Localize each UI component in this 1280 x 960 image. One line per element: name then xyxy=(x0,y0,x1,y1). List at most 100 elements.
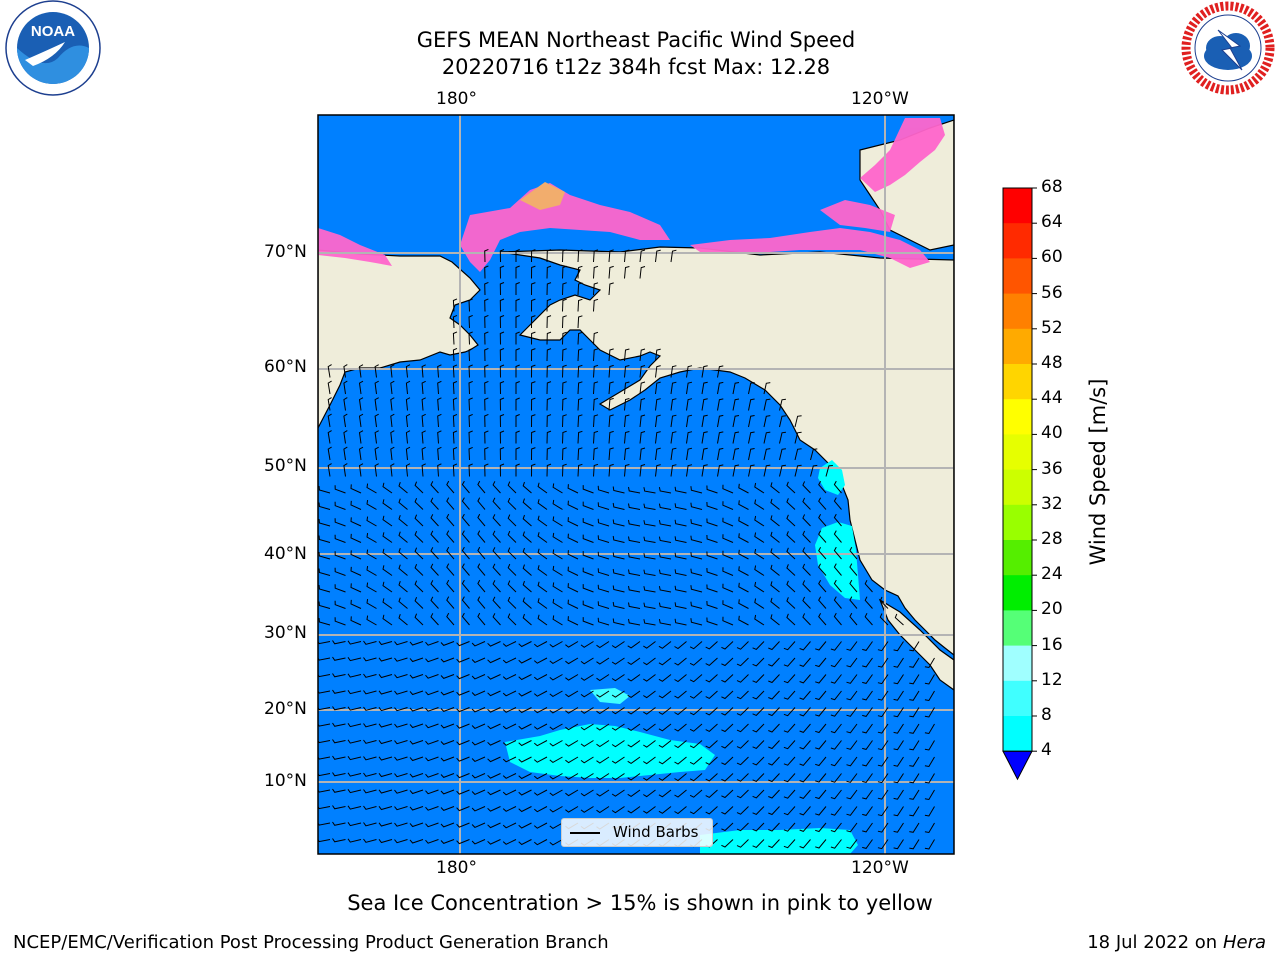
wind-barb xyxy=(409,690,424,696)
wind-barb xyxy=(596,690,610,698)
wind-barb xyxy=(394,690,408,695)
wind-barb xyxy=(533,740,548,747)
wind-barb xyxy=(701,381,708,395)
wind-barb xyxy=(830,822,842,833)
wind-barb xyxy=(430,596,439,609)
wind-barb xyxy=(531,447,536,461)
wind-barb xyxy=(318,789,331,793)
wind-barb xyxy=(818,563,827,576)
wind-barb xyxy=(440,674,455,679)
wind-barb xyxy=(327,413,332,428)
noaa-logo-text: NOAA xyxy=(31,23,75,40)
wind-barb xyxy=(334,600,346,609)
wind-area-california xyxy=(815,522,860,600)
wind-barb xyxy=(608,265,614,279)
wind-barb xyxy=(546,282,552,296)
wind-barb xyxy=(706,551,718,560)
wind-barb xyxy=(706,600,718,609)
wind-barb xyxy=(499,397,505,411)
wind-barb xyxy=(394,839,408,844)
wind-barb xyxy=(689,773,703,782)
wind-barb xyxy=(430,613,439,626)
wind-barb xyxy=(705,657,718,666)
wind-barb xyxy=(624,348,630,362)
wind-barb xyxy=(768,723,780,733)
wind-barb xyxy=(409,740,424,745)
wind-barb xyxy=(721,822,734,832)
wind-barb xyxy=(484,413,489,428)
wind-barb xyxy=(738,566,749,576)
wind-barb xyxy=(830,789,842,800)
wind-barb xyxy=(456,839,470,845)
wind-barb xyxy=(597,568,610,576)
colorbar-bin xyxy=(1003,716,1032,752)
wind-barb xyxy=(378,756,393,761)
wind-barb xyxy=(674,657,687,666)
wind-barb xyxy=(608,282,614,296)
wind-barb xyxy=(770,581,780,593)
wind-barb xyxy=(549,839,563,846)
wind-barb xyxy=(533,773,548,780)
wind-barb xyxy=(461,546,470,560)
wind-barb xyxy=(332,722,346,727)
wind-barb xyxy=(612,601,625,609)
wind-barb xyxy=(405,413,411,428)
wind-barb xyxy=(721,690,734,700)
wind-barb xyxy=(499,298,505,312)
wind-barb xyxy=(366,615,377,626)
wind-barb xyxy=(577,447,583,461)
wind-barb xyxy=(670,464,677,477)
wind-barb xyxy=(358,430,364,444)
wind-barb xyxy=(818,497,827,510)
wind-barb xyxy=(318,518,331,527)
wind-barb xyxy=(394,740,408,745)
wind-barb xyxy=(461,530,470,543)
wind-barb xyxy=(770,597,780,609)
wind-barb xyxy=(487,789,501,796)
wind-barb xyxy=(643,657,656,666)
wind-barb xyxy=(670,431,677,444)
wind-barb xyxy=(318,485,331,494)
wind-barb xyxy=(456,806,470,812)
wind-barb xyxy=(421,430,426,444)
wind-barb xyxy=(580,806,594,813)
wind-barb xyxy=(363,772,377,777)
wind-barb xyxy=(909,674,920,685)
wind-barb xyxy=(833,596,842,609)
wind-barb xyxy=(818,546,827,560)
wind-barb xyxy=(674,641,687,650)
wind-barb xyxy=(658,773,672,781)
wind-barb xyxy=(779,448,786,461)
wind-barb xyxy=(706,518,718,527)
wind-barb xyxy=(593,397,599,411)
wind-barb xyxy=(815,740,827,750)
wind-barb xyxy=(721,674,734,683)
wind-barb xyxy=(409,839,424,844)
wind-barb xyxy=(363,723,377,728)
wind-barb xyxy=(846,740,858,750)
wind-barb xyxy=(768,674,780,684)
wind-barb xyxy=(608,430,614,444)
wind-barb xyxy=(549,822,563,830)
wind-barb xyxy=(670,381,677,395)
wind-barb xyxy=(686,381,693,395)
wind-barb xyxy=(382,614,393,626)
wind-barb xyxy=(477,480,486,494)
wind-barb xyxy=(499,364,505,378)
wind-barb xyxy=(770,614,780,626)
wind-barb xyxy=(849,612,858,626)
wind-barb xyxy=(674,552,687,560)
wind-barb xyxy=(350,566,362,576)
wind-barb xyxy=(674,618,687,626)
wind-barb xyxy=(786,564,796,576)
wind-barb xyxy=(924,740,935,751)
wind-barb xyxy=(318,584,331,593)
wind-barb xyxy=(471,806,486,812)
wind-barb xyxy=(347,822,362,827)
wind-barb xyxy=(658,641,672,649)
wind-barb xyxy=(738,582,749,593)
wind-barb xyxy=(461,563,470,576)
wind-barb xyxy=(732,431,740,444)
wind-barb xyxy=(830,723,842,734)
wind-barb xyxy=(674,806,687,815)
